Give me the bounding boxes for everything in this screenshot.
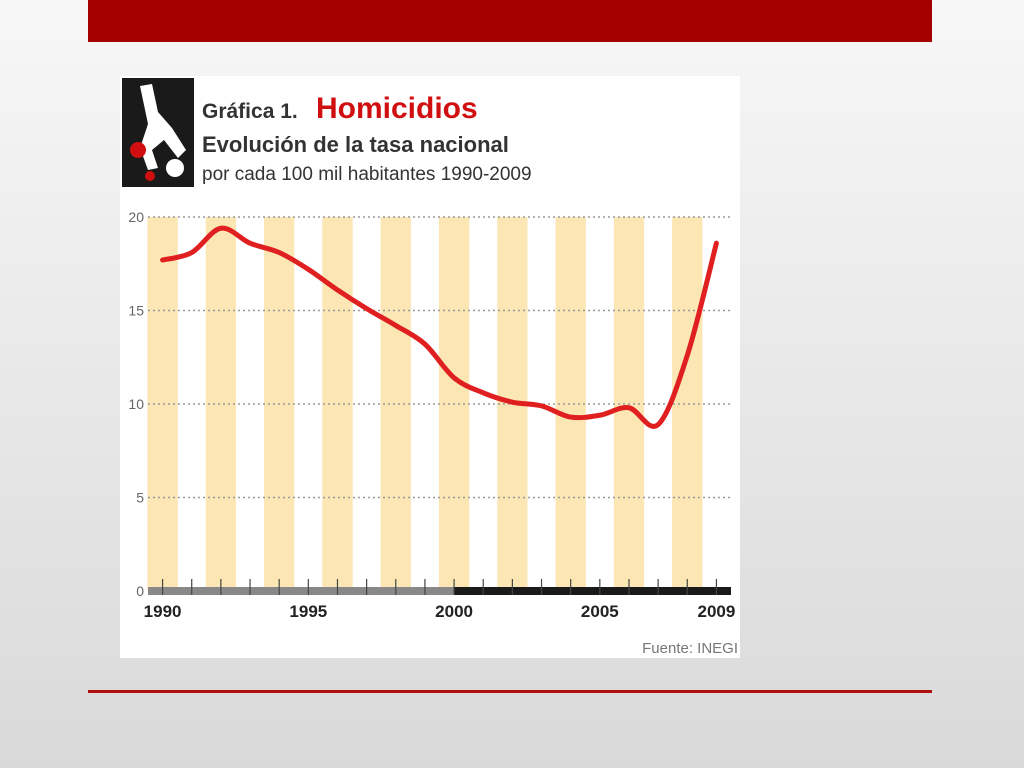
header-bar <box>88 0 932 42</box>
y-tick-label: 20 <box>128 209 144 225</box>
y-tick-label: 10 <box>128 396 144 412</box>
x-tick-label: 1990 <box>144 602 182 621</box>
y-tick-label: 15 <box>128 303 144 319</box>
stripe <box>380 217 411 591</box>
line <box>160 225 719 429</box>
footer-line <box>88 690 932 693</box>
y-tick-label: 0 <box>136 583 144 599</box>
plot: 0 5 10 15 20 1990 1995 2000 2005 2009 <box>128 209 735 621</box>
chart-label: Gráfica 1. <box>202 100 298 123</box>
source: Fuente: INEGI <box>642 640 738 657</box>
stripe <box>322 217 353 591</box>
chart-subtitle: Evolución de la tasa nacional <box>202 132 509 157</box>
x-tick-label: 2009 <box>698 602 736 621</box>
stripe <box>555 217 586 591</box>
x-axis-bar <box>148 587 455 595</box>
icon-blood <box>130 142 146 158</box>
icon-figure <box>140 84 186 170</box>
x-tick-label: 2005 <box>581 602 619 621</box>
stripe <box>672 217 703 591</box>
icon-blood <box>145 171 155 181</box>
x-axis-bar <box>454 587 731 595</box>
y-tick-label: 5 <box>136 490 144 506</box>
chart-description: por cada 100 mil habitantes 1990-2009 <box>202 164 532 185</box>
icon-head <box>166 159 184 177</box>
x-tick-label: 2000 <box>435 602 473 621</box>
stripe <box>205 217 237 591</box>
icon <box>122 78 194 187</box>
stripe <box>147 217 178 591</box>
x-tick-label: 1995 <box>289 602 327 621</box>
chart-title: Homicidios <box>316 92 478 125</box>
